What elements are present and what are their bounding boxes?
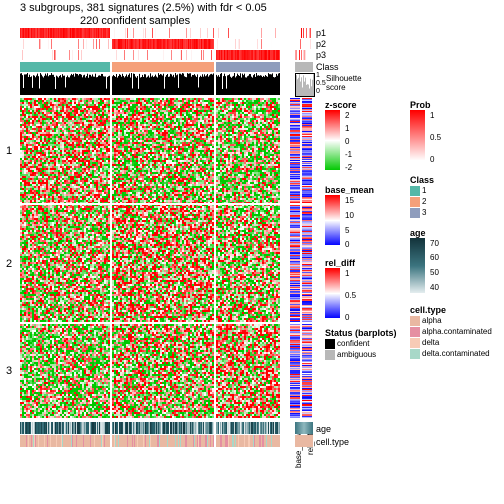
row-gap-1 [20, 203, 314, 205]
col-gap-2 [214, 28, 216, 448]
legend-class: Class 1 2 3 [410, 175, 434, 218]
sil-tick-05: 0.5 [316, 80, 326, 87]
sidecol-rel-diff [302, 98, 312, 418]
legend-basemean: base_mean 15 10 5 0 [325, 185, 374, 195]
sil-tick-1: 1 [316, 72, 320, 79]
annot-p1 [20, 28, 280, 38]
heatmap-main [20, 98, 280, 418]
annot-p2 [20, 39, 280, 49]
rowgroup-label-3: 3 [6, 365, 12, 377]
legend-status: Status (barplots) confident ambiguous [325, 328, 397, 360]
sidecol-base-mean [290, 98, 300, 418]
label-celltype: cell.type [316, 437, 349, 447]
rowgroup-label-2: 2 [6, 258, 12, 270]
label-silhouette: Silhouettescore [326, 74, 362, 92]
title-line1: 3 subgroups, 381 signatures (2.5%) with … [20, 2, 267, 14]
legend-age: age 70 60 50 40 [410, 228, 426, 238]
row-gap-2 [20, 322, 314, 324]
label-age: age [316, 424, 331, 434]
legend-reldiff: rel_diff 1 0.5 0 [325, 258, 355, 268]
label-class: Class [316, 62, 339, 72]
legend-prob: Prob 1 0.5 0 [410, 100, 431, 110]
legend-zscore: z-score 2 1 0 -1 -2 [325, 100, 357, 110]
annot-p3 [20, 50, 280, 60]
label-p2: p2 [316, 39, 326, 49]
label-p1: p1 [316, 28, 326, 38]
col-gap-1 [110, 28, 112, 448]
sil-tick-0: 0 [316, 88, 320, 95]
class-mini [295, 62, 313, 72]
annot-celltype [20, 435, 280, 447]
silhouette-bars [20, 73, 280, 95]
annot-age [20, 422, 280, 434]
silhouette-mini [295, 73, 315, 97]
title-line2: 220 confident samples [80, 15, 190, 27]
annot-class [20, 62, 280, 72]
annot-p-mini [295, 28, 313, 60]
legend-celltype: cell.type alpha alpha.contaminated delta… [410, 305, 492, 359]
label-p3: p3 [316, 50, 326, 60]
rowgroup-label-1: 1 [6, 145, 12, 157]
